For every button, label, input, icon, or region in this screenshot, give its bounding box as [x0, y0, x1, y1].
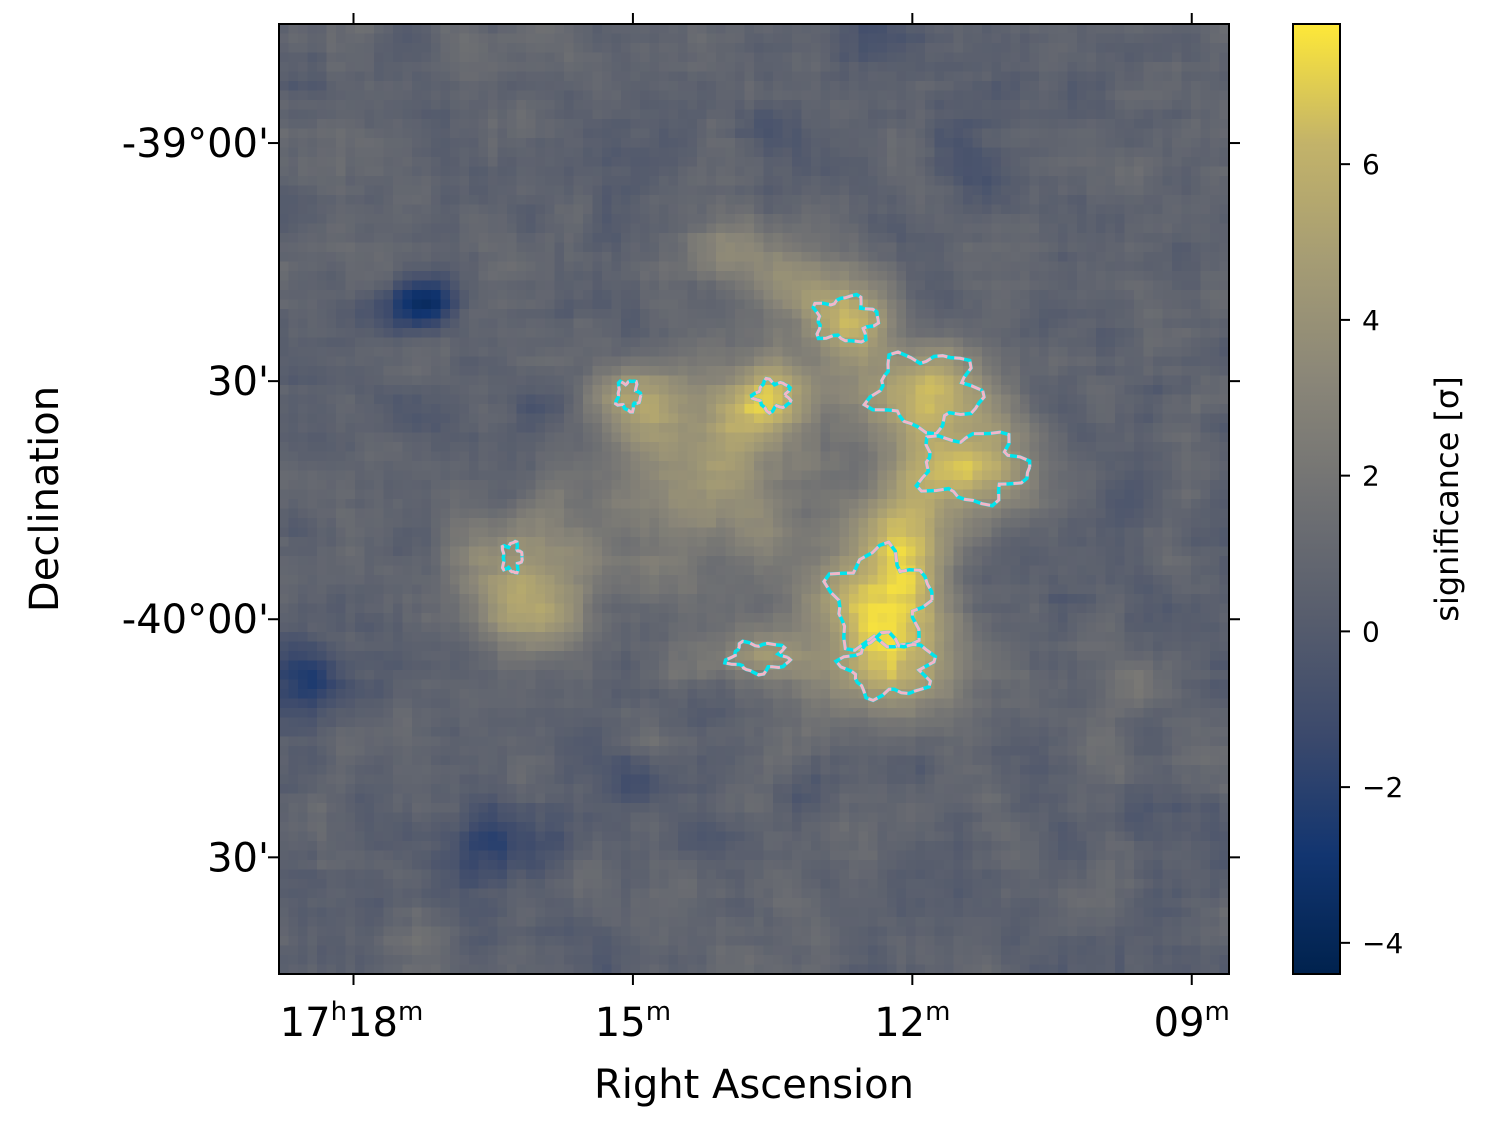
y-tick-label: -40°00' [122, 597, 269, 643]
contour-pink-dashed [822, 540, 934, 652]
contour-pink-dashed [613, 379, 643, 414]
y-tick-label: 30' [207, 835, 269, 881]
y-tick-label: 30' [207, 359, 269, 405]
contour-pink-dashed [749, 376, 793, 415]
colorbar-tick-label: 2 [1362, 460, 1380, 493]
contour-pink-dashed [500, 539, 524, 575]
colorbar-tick-label: 4 [1362, 304, 1380, 337]
x-axis-label: Right Ascension [594, 1062, 914, 1108]
contour-pink-dashed [723, 639, 793, 677]
colorbar-tick-label: −2 [1362, 771, 1403, 804]
contour-pink-dashed [861, 350, 986, 436]
x-tick-label: 09m [1154, 997, 1230, 1046]
colorbar-tick-label: −4 [1362, 927, 1403, 960]
plot-frame [278, 23, 1230, 975]
colorbar-tick-label: 0 [1362, 615, 1380, 648]
contour-pink-dashed [811, 292, 881, 344]
contour-pink-dashed [833, 630, 938, 703]
x-tick-label: 12m [874, 997, 950, 1046]
x-tick-label: 15m [595, 997, 671, 1046]
x-axis: 17h18m 15m 12m 09m [280, 13, 1230, 1046]
colorbar-label: significance [σ] [1428, 376, 1466, 621]
significance-map [279, 24, 1229, 974]
contour-pink-dashed [914, 430, 1032, 508]
colorbar: −4 −2 0 2 4 6 significance [σ] [1292, 23, 1466, 975]
colorbar-gradient [1292, 23, 1341, 975]
colorbar-tick-label: 6 [1362, 148, 1380, 181]
y-axis: -39°00' 30' -40°00' 30' [122, 121, 1240, 881]
y-axis-label: Declination [22, 386, 68, 612]
y-tick-label: -39°00' [122, 121, 269, 167]
x-tick-label: 17h18m [280, 997, 424, 1046]
